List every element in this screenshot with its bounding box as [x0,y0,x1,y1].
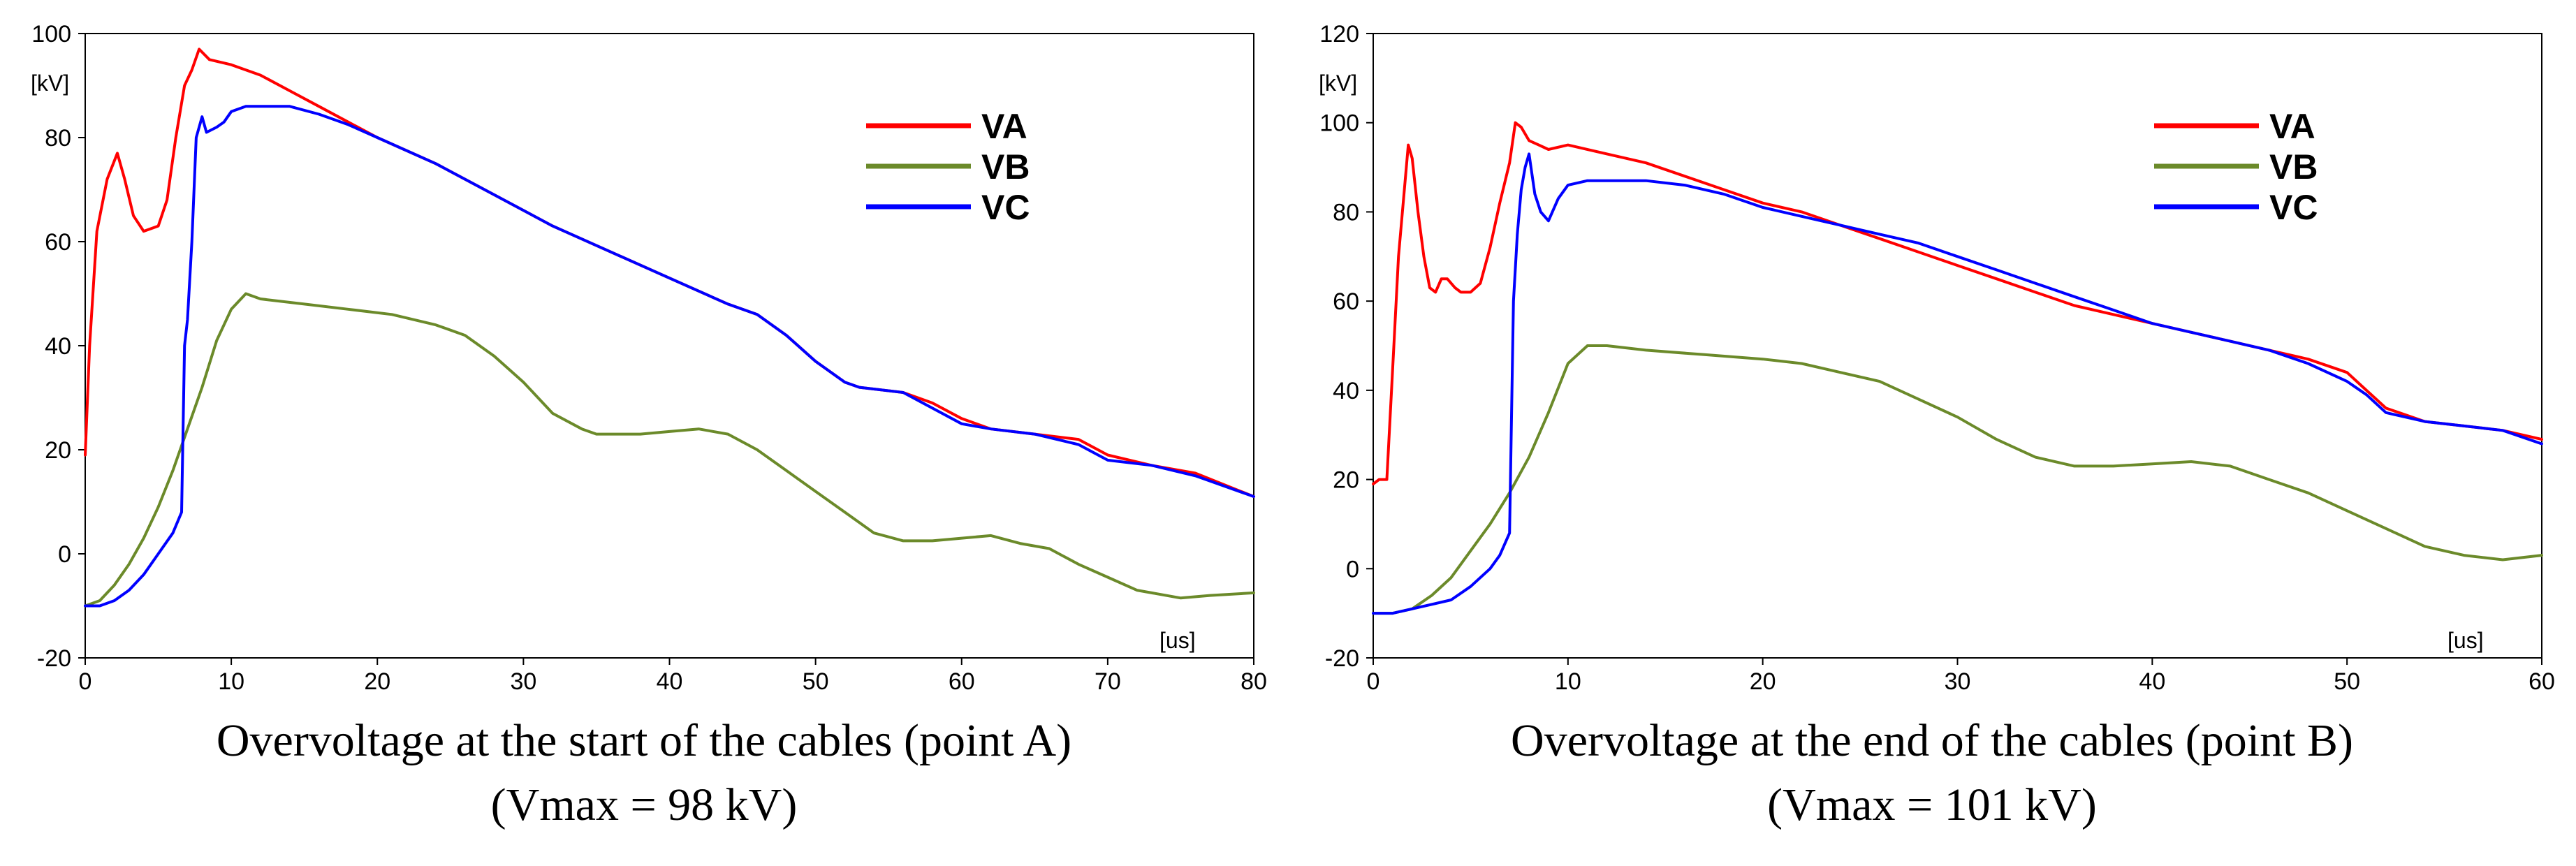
legend-label-vc: VC [981,188,1030,227]
x-tick-label: 60 [949,668,975,695]
series-line-va [1372,121,2543,485]
y-tick-label: 0 [58,541,71,568]
legend-label-vc: VC [2269,188,2318,227]
series-line-vb [1372,344,2543,615]
y-tick-label: 100 [1319,110,1359,137]
series-line-vc [1372,152,2543,615]
caption-vmax: (Vmax = 98 kV) [490,779,798,830]
legend-label-va: VA [2269,107,2315,146]
y-tick-label: 80 [1333,199,1359,226]
chart-point-b: 0 10 20 30 40 50 60 -20 0 20 40 60 80 100 120 [kV] [us] V… [1319,21,2555,695]
legend-label-vb: VB [2269,147,2318,186]
caption-point-b: Overvoltage at the end of the cables (po… [1288,709,2576,837]
x-tick-label: 20 [1750,668,1776,695]
chart-point-a: 0 10 20 30 40 50 60 70 80 -20 0 20 40 60 80 100 [kV] [us]… [31,21,1267,695]
x-tick-label: 50 [803,668,829,695]
x-tick-label: 70 [1095,668,1121,695]
plot-frame [1373,33,2542,659]
x-tick-label: 0 [79,668,92,695]
caption-title: Overvoltage at the start of the cables (… [216,715,1072,766]
series-line-va [84,47,1255,498]
x-tick-label: 10 [218,668,244,695]
x-tick-label: 0 [1367,668,1380,695]
y-tick-label: 120 [1319,21,1359,47]
y-tick-label: 100 [31,21,71,47]
series-line-vc [84,105,1255,608]
caption-title: Overvoltage at the end of the cables (po… [1511,715,2353,766]
x-axis-unit: [us] [1159,628,1196,653]
x-tick-label: 30 [1945,668,1971,695]
y-tick-label: 60 [1333,288,1359,315]
x-tick-label: 50 [2334,668,2360,695]
legend-label-vb: VB [981,147,1030,186]
y-tick-label: 20 [45,437,71,464]
x-tick-label: 60 [2529,668,2555,695]
y-axis-unit: [kV] [31,71,69,96]
series-line-vb [84,292,1255,608]
y-tick-label: 40 [45,333,71,360]
legend-label-va: VA [981,107,1027,146]
caption-point-a: Overvoltage at the start of the cables (… [0,709,1288,837]
y-tick-label: -20 [37,645,71,672]
x-tick-label: 80 [1241,668,1267,695]
x-tick-label: 20 [364,668,390,695]
y-tick-label: 80 [45,125,71,152]
x-tick-label: 40 [2139,668,2165,695]
y-tick-label: 60 [45,229,71,256]
y-tick-label: 40 [1333,378,1359,404]
x-axis-unit: [us] [2447,628,2484,653]
y-tick-label: 20 [1333,467,1359,494]
caption-vmax: (Vmax = 101 kV) [1767,779,2097,830]
x-tick-label: 10 [1555,668,1581,695]
y-tick-label: -20 [1325,645,1359,672]
x-tick-label: 40 [657,668,683,695]
x-tick-label: 30 [510,668,536,695]
y-axis-unit: [kV] [1319,71,1357,96]
y-tick-label: 0 [1346,556,1359,582]
